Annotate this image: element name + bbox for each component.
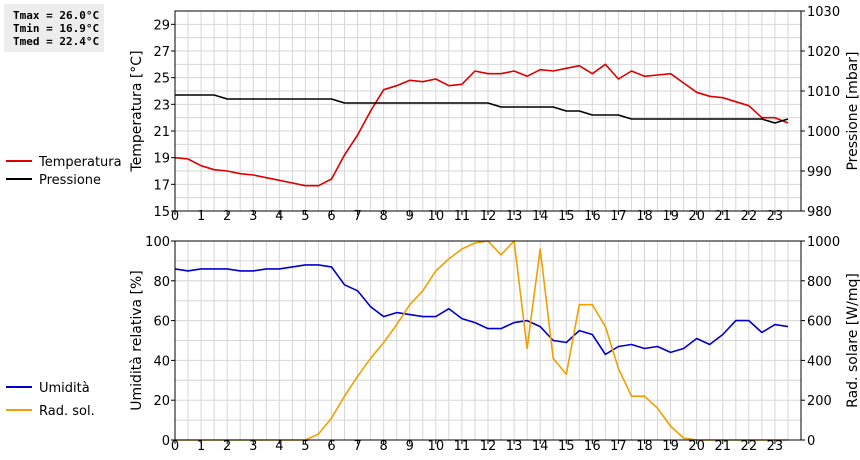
y2-tick-label: 1000 — [807, 125, 840, 140]
y2-axis-label: Rad. solare [W/mq] — [845, 273, 860, 408]
y-axis-label: Temperatura [°C] — [129, 50, 145, 172]
x-tick-label: 13 — [506, 209, 523, 224]
x-tick-label: 22 — [741, 439, 758, 454]
y2-tick-label: 0 — [807, 434, 815, 449]
tmax-text: Tmax = 26.0°C — [13, 9, 100, 22]
x-tick-label: 0 — [171, 439, 179, 454]
y-tick-label: 0 — [162, 434, 170, 449]
x-tick-label: 23 — [767, 439, 784, 454]
y2-axis-label: Pressione [mbar] — [845, 51, 860, 170]
x-tick-label: 3 — [249, 439, 257, 454]
x-tick-label: 8 — [380, 439, 388, 454]
y-tick-label: 29 — [153, 18, 170, 33]
x-tick-label: 0 — [171, 209, 179, 224]
y-tick-label: 17 — [153, 178, 170, 193]
x-tick-label: 20 — [688, 439, 705, 454]
x-tick-label: 11 — [454, 439, 471, 454]
legend-label: Rad. sol. — [39, 404, 95, 419]
series-line-pressione — [175, 94, 789, 124]
y2-tick-label: 800 — [807, 275, 832, 290]
x-tick-label: 13 — [506, 439, 523, 454]
x-tick-label: 10 — [428, 209, 445, 224]
x-tick-label: 1 — [197, 439, 205, 454]
x-tick-label: 9 — [406, 209, 414, 224]
legend-label: Umidità — [39, 381, 90, 396]
x-tick-label: 19 — [662, 439, 679, 454]
x-tick-label: 6 — [327, 439, 335, 454]
x-tick-label: 2 — [223, 439, 231, 454]
x-tick-label: 1 — [197, 209, 205, 224]
x-tick-label: 5 — [301, 209, 309, 224]
y-tick-label: 27 — [153, 45, 170, 60]
y-tick-label: 25 — [153, 72, 170, 87]
x-tick-label: 15 — [558, 209, 575, 224]
y2-tick-label: 1000 — [807, 235, 840, 250]
x-tick-label: 5 — [301, 439, 309, 454]
y-tick-label: 23 — [153, 98, 170, 113]
x-tick-label: 21 — [714, 209, 731, 224]
y-tick-label: 60 — [153, 315, 170, 330]
y2-tick-label: 990 — [807, 165, 832, 180]
x-tick-label: 15 — [558, 439, 575, 454]
y-axis-label: Umidità relativa [%] — [129, 270, 145, 411]
tmed-text: Tmed = 22.4°C — [13, 35, 100, 48]
x-tick-label: 23 — [767, 209, 784, 224]
legend-label: Pressione — [39, 173, 101, 188]
x-tick-label: 17 — [610, 439, 627, 454]
x-tick-label: 19 — [662, 209, 679, 224]
x-tick-label: 4 — [275, 209, 283, 224]
x-tick-label: 9 — [406, 439, 414, 454]
y-tick-label: 100 — [145, 235, 170, 250]
x-tick-label: 7 — [353, 439, 361, 454]
x-tick-label: 8 — [380, 209, 388, 224]
x-tick-label: 16 — [584, 209, 601, 224]
x-tick-label: 12 — [480, 209, 497, 224]
stats-box: Tmax = 26.0°C Tmin = 16.9°C Tmed = 22.4°… — [4, 4, 104, 52]
y2-tick-label: 1010 — [807, 85, 840, 100]
x-tick-label: 12 — [480, 439, 497, 454]
x-tick-label: 22 — [741, 209, 758, 224]
y2-tick-label: 1030 — [807, 5, 840, 20]
x-tick-label: 16 — [584, 439, 601, 454]
tmin-text: Tmin = 16.9°C — [13, 22, 100, 35]
x-tick-label: 18 — [636, 209, 653, 224]
x-tick-label: 21 — [714, 439, 731, 454]
x-tick-label: 3 — [249, 209, 257, 224]
legend-label: Temperatura — [38, 155, 122, 170]
y2-tick-label: 200 — [807, 394, 832, 409]
series-line-temperatura — [174, 63, 789, 187]
x-tick-label: 4 — [275, 439, 283, 454]
y-tick-label: 15 — [153, 205, 170, 220]
x-tick-label: 10 — [428, 439, 445, 454]
x-tick-label: 14 — [532, 439, 549, 454]
y-tick-label: 20 — [153, 394, 170, 409]
x-tick-label: 7 — [353, 209, 361, 224]
series-line-umidit- — [174, 264, 789, 356]
y-tick-label: 19 — [153, 152, 170, 167]
x-tick-label: 11 — [454, 209, 471, 224]
y-tick-label: 40 — [153, 354, 170, 369]
y-tick-label: 80 — [153, 275, 170, 290]
x-tick-label: 6 — [327, 209, 335, 224]
x-tick-label: 20 — [688, 209, 705, 224]
y2-tick-label: 1020 — [807, 45, 840, 60]
y2-tick-label: 600 — [807, 315, 832, 330]
y2-tick-label: 980 — [807, 205, 832, 220]
y-tick-label: 21 — [153, 125, 170, 140]
x-tick-label: 14 — [532, 209, 549, 224]
x-tick-label: 18 — [636, 439, 653, 454]
x-tick-label: 17 — [610, 209, 627, 224]
y2-tick-label: 400 — [807, 354, 832, 369]
x-tick-label: 2 — [223, 209, 231, 224]
